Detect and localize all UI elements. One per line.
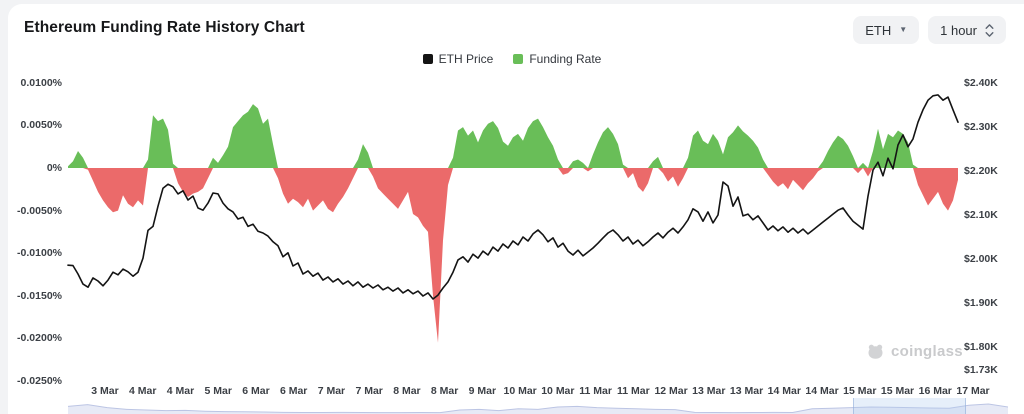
price-tick-label: $2.40K [964,77,998,89]
funding-rate-positive-area [68,104,958,168]
funding-rate-tick-label: 0.0050% [20,119,62,132]
funding-rate-tick-label: 0.0100% [20,76,62,89]
date-x-axis: 3 Mar 4 Mar 4 Mar 5 Mar 6 Mar 6 Mar 7 Mar 7 Mar… [0,385,1024,399]
price-tick-label: $2.30K [964,121,998,133]
funding-rate-tick-label: -0.0050% [17,204,62,217]
eth-price-line [67,94,959,300]
price-tick-label: $1.80K [964,341,998,353]
date-tick-label: 10 Mar [503,385,537,397]
chart-card [8,4,1024,414]
date-tick-label: 14 Mar [767,385,801,397]
funding-rate-tick-label: -0.0100% [17,247,62,260]
chart-range-navigator[interactable] [68,398,1008,414]
legend-item-funding-rate[interactable]: Funding Rate [513,52,601,66]
coinglass-watermark-text: coinglass [891,343,963,360]
date-tick-label: 8 Mar [430,385,459,397]
price-tick-label: $1.90K [964,297,998,309]
navigator-line [68,403,1008,414]
date-tick-label: 9 Mar [468,385,497,397]
interval-select-value: 1 hour [940,22,977,38]
eth-price-legend-marker [422,54,433,64]
coinglass-logo-icon [868,344,883,359]
symbol-select-value: ETH [865,22,892,38]
funding-rate-tick-label: 0% [46,162,62,174]
date-tick-label: 4 Mar [129,385,157,397]
date-tick-label: 13 Mar [729,385,764,397]
date-tick-label: 14 Mar [805,385,839,397]
interval-select[interactable]: 1 hour [928,16,1006,44]
price-y-axis: $2.40K $2.30K $2.20K $2.10K $2.00K $1.90K $1.8… [964,0,1022,414]
chart-controls: ETH ▼ 1 hour [853,16,1006,44]
page-title: Ethereum Funding Rate History Chart [24,19,305,36]
coinglass-watermark: coinglass [866,342,963,361]
date-tick-label: 7 Mar [355,385,383,397]
symbol-select[interactable]: ETH ▼ [853,16,920,44]
date-tick-label: 5 Mar [204,385,232,397]
date-tick-label: 3 Mar [91,385,119,397]
date-tick-label: 13 Mar [692,385,726,397]
navigator-mini-chart [68,403,1008,414]
navigator-selection-window[interactable] [852,398,966,414]
date-tick-label: 17 Mar [956,385,990,397]
date-tick-label: 10 Mar [541,385,575,397]
date-tick-label: 7 Mar [317,385,346,397]
funding-rate-y-axis: 0.0100% 0.0050% 0% -0.0050% -0.0100% -0.0150%… [0,0,62,414]
funding-rate-tick-label: -0.0200% [17,332,62,345]
date-tick-label: 6 Mar [279,385,308,397]
legend-label: Funding Rate [529,52,602,66]
date-tick-label: 15 Mar [843,385,877,397]
funding-rate-tick-label: -0.0150% [17,289,62,302]
price-tick-label: $1.73K [964,364,998,376]
price-tick-label: $2.00K [964,253,998,265]
date-tick-label: 11 Mar [579,385,612,397]
chart-legend: ETH Price Funding Rate [0,52,1024,66]
price-tick-label: $2.20K [964,165,998,177]
date-tick-label: 12 Mar [654,385,688,397]
date-tick-label: 16 Mar [918,385,952,397]
funding-rate-negative-area [68,168,958,343]
date-tick-label: 11 Mar [616,385,650,397]
funding-rate-legend-marker [513,54,524,64]
date-tick-label: 6 Mar [242,385,270,397]
date-tick-label: 8 Mar [393,385,421,397]
funding-rate-tick-label: -0.0250% [17,375,62,387]
chevron-down-icon: ▼ [899,25,908,34]
date-tick-label: 15 Mar [880,385,915,397]
legend-item-eth-price[interactable]: ETH Price [422,52,494,66]
legend-label: ETH Price [438,52,494,66]
up-down-chevrons-icon [985,23,994,37]
date-tick-label: 4 Mar [166,385,195,397]
price-tick-label: $2.10K [964,209,998,221]
